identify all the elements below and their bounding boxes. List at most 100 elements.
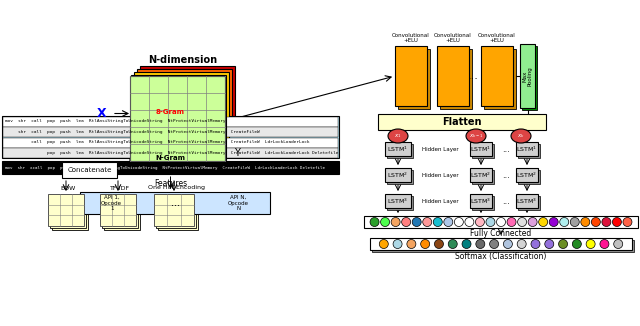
- Text: Hidden Layer: Hidden Layer: [422, 146, 459, 152]
- Circle shape: [393, 240, 402, 248]
- FancyBboxPatch shape: [518, 196, 540, 210]
- Circle shape: [570, 217, 579, 227]
- Circle shape: [476, 217, 484, 227]
- FancyBboxPatch shape: [516, 194, 538, 208]
- FancyBboxPatch shape: [378, 114, 546, 130]
- FancyBboxPatch shape: [3, 148, 338, 158]
- FancyBboxPatch shape: [50, 196, 86, 228]
- Circle shape: [507, 217, 516, 227]
- FancyBboxPatch shape: [472, 196, 494, 210]
- Circle shape: [602, 217, 611, 227]
- FancyBboxPatch shape: [440, 49, 472, 109]
- Text: mov  shr  call  pop  push  lea  RtlAnsiStringToUnicodeString  NtProtectVirtualMe: mov shr call pop push lea RtlAnsiStringT…: [5, 119, 225, 123]
- Circle shape: [531, 240, 540, 248]
- FancyBboxPatch shape: [470, 142, 492, 156]
- FancyBboxPatch shape: [131, 75, 226, 160]
- Ellipse shape: [388, 129, 408, 143]
- FancyBboxPatch shape: [470, 168, 492, 182]
- Circle shape: [462, 240, 471, 248]
- FancyBboxPatch shape: [387, 196, 413, 210]
- Text: Concatenate: Concatenate: [67, 167, 112, 173]
- FancyBboxPatch shape: [522, 46, 537, 110]
- FancyBboxPatch shape: [385, 142, 411, 156]
- FancyBboxPatch shape: [385, 194, 411, 208]
- Circle shape: [560, 217, 569, 227]
- Circle shape: [435, 240, 444, 248]
- Text: mov  shr  xcall  pop  push  lea  RtlAnsiStringToUnicodeString  NtProtectVirtualM: mov shr xcall pop push lea RtlAnsiString…: [5, 166, 325, 170]
- Circle shape: [614, 240, 623, 248]
- Text: Flatten: Flatten: [442, 117, 482, 127]
- Circle shape: [528, 217, 537, 227]
- Circle shape: [591, 217, 600, 227]
- Text: BOW: BOW: [60, 185, 76, 190]
- FancyBboxPatch shape: [518, 144, 540, 158]
- FancyBboxPatch shape: [516, 142, 538, 156]
- Circle shape: [517, 240, 526, 248]
- FancyBboxPatch shape: [470, 194, 492, 208]
- FancyBboxPatch shape: [156, 196, 196, 228]
- FancyBboxPatch shape: [481, 46, 513, 106]
- FancyBboxPatch shape: [472, 170, 494, 184]
- Circle shape: [465, 217, 474, 227]
- Text: LSTM$^3$: LSTM$^3$: [387, 196, 408, 206]
- FancyBboxPatch shape: [100, 194, 136, 226]
- FancyBboxPatch shape: [472, 144, 494, 158]
- FancyBboxPatch shape: [62, 162, 117, 178]
- Ellipse shape: [511, 129, 531, 143]
- Text: LSTM$^2$: LSTM$^2$: [516, 170, 538, 180]
- Text: LSTM$^1$: LSTM$^1$: [387, 144, 408, 154]
- FancyBboxPatch shape: [137, 69, 232, 154]
- Circle shape: [518, 217, 527, 227]
- Circle shape: [412, 217, 421, 227]
- Text: Y: Y: [234, 148, 240, 158]
- Circle shape: [572, 240, 581, 248]
- FancyBboxPatch shape: [395, 46, 427, 106]
- FancyBboxPatch shape: [387, 144, 413, 158]
- Circle shape: [549, 217, 558, 227]
- Text: N-dimension: N-dimension: [148, 55, 217, 65]
- FancyBboxPatch shape: [387, 170, 413, 184]
- Circle shape: [612, 217, 621, 227]
- Circle shape: [380, 240, 388, 248]
- Text: 8-Gram: 8-Gram: [156, 109, 185, 115]
- Text: LSTM$^1$: LSTM$^1$: [470, 144, 492, 154]
- FancyBboxPatch shape: [518, 170, 540, 184]
- Text: N-Gram: N-Gram: [156, 155, 186, 161]
- Text: Hidden Layer: Hidden Layer: [422, 172, 459, 177]
- Text: TF-IDF: TF-IDF: [110, 185, 130, 190]
- Text: ...: ...: [502, 170, 510, 180]
- Text: Max
Pooling: Max Pooling: [522, 66, 533, 86]
- Circle shape: [504, 240, 513, 248]
- Circle shape: [433, 217, 442, 227]
- FancyBboxPatch shape: [48, 194, 84, 226]
- Text: call  pop  push  lea  RtlAnsiStringToUnicodeString  NtProtectVirtualMemory  Crea: call pop push lea RtlAnsiStringToUnicode…: [5, 140, 310, 144]
- FancyBboxPatch shape: [104, 198, 140, 230]
- Circle shape: [402, 217, 411, 227]
- FancyBboxPatch shape: [140, 66, 235, 151]
- Circle shape: [381, 217, 390, 227]
- Circle shape: [420, 240, 429, 248]
- FancyBboxPatch shape: [372, 240, 634, 252]
- Text: pop  push  lea  RtlAnsiStringToUnicodeString  NtProtectVirtualMemory  CreateFile: pop push lea RtlAnsiStringToUnicodeStrin…: [5, 151, 339, 155]
- FancyBboxPatch shape: [370, 238, 632, 250]
- Text: Convolutional
+ELU: Convolutional +ELU: [392, 33, 430, 43]
- FancyBboxPatch shape: [3, 127, 338, 137]
- FancyBboxPatch shape: [520, 44, 535, 108]
- FancyBboxPatch shape: [130, 76, 225, 161]
- Circle shape: [600, 240, 609, 248]
- Circle shape: [490, 240, 499, 248]
- FancyBboxPatch shape: [154, 194, 194, 226]
- FancyBboxPatch shape: [158, 198, 198, 230]
- Circle shape: [545, 240, 554, 248]
- Text: Softmax (Classification): Softmax (Classification): [455, 251, 547, 260]
- Text: ...: ...: [468, 71, 479, 81]
- Text: One Hot Encoding: One Hot Encoding: [147, 185, 205, 190]
- Text: ...: ...: [502, 197, 510, 205]
- Circle shape: [407, 240, 416, 248]
- Text: $x_1$: $x_1$: [394, 132, 402, 140]
- Circle shape: [423, 217, 432, 227]
- Text: LSTM$^1$: LSTM$^1$: [516, 144, 538, 154]
- Circle shape: [448, 240, 457, 248]
- Text: LSTM$^2$: LSTM$^2$: [387, 170, 408, 180]
- Text: Convolutional
+ELU: Convolutional +ELU: [478, 33, 516, 43]
